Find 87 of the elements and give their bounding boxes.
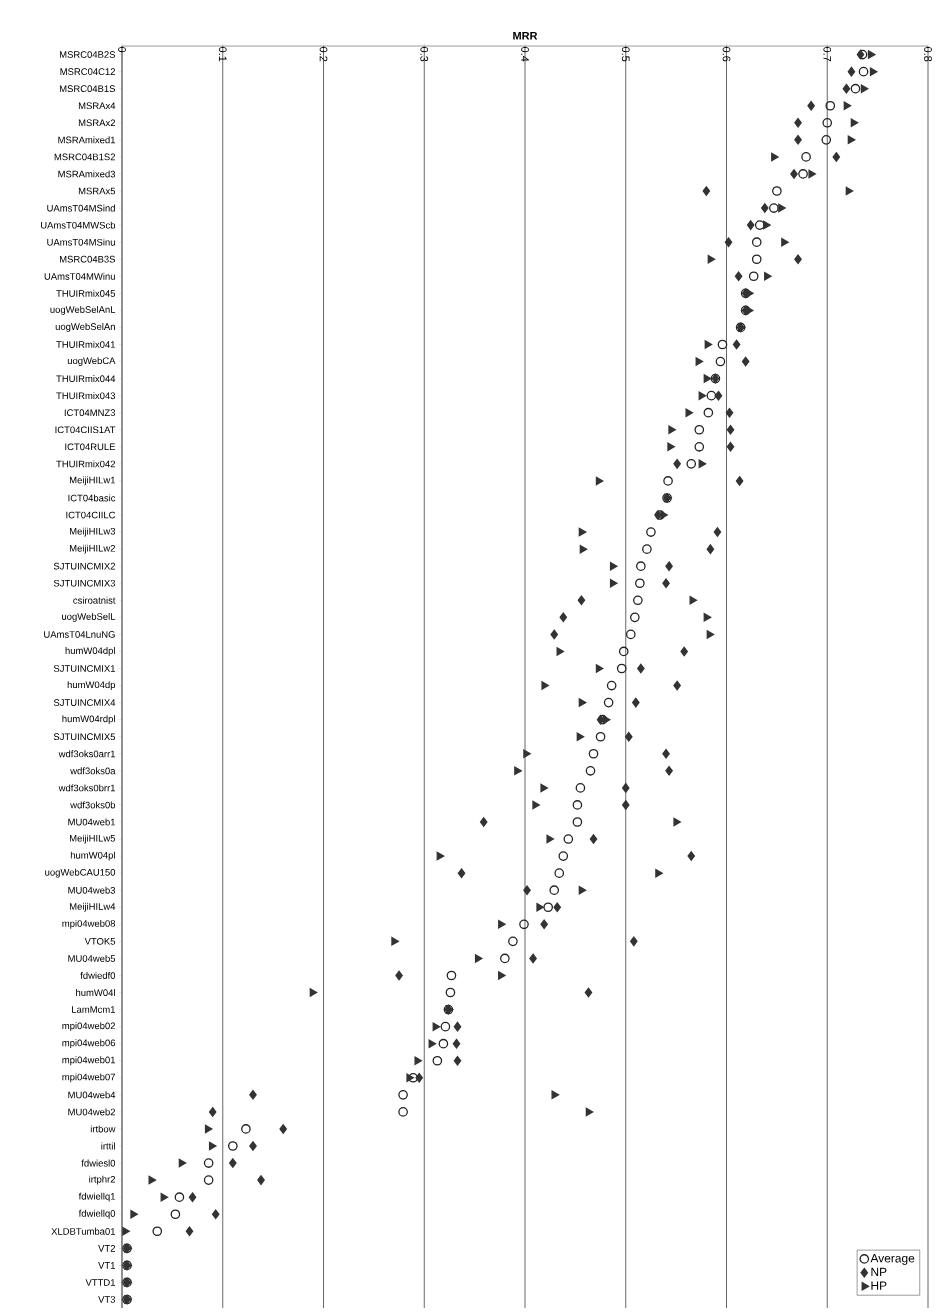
y-tick-label: MU04web2 [68,1108,115,1116]
y-tick-label: wdf3oks0a [70,767,116,775]
x-tick-label: 0.4 [521,46,529,62]
y-tick-label: MSRAx4 [78,102,116,110]
y-tick-label: ICT04CIILC [66,511,116,519]
y-tick-label: UAmsT04MSinu [47,238,115,246]
y-tick-label: MU04web3 [68,886,116,894]
x-tick-label: 0.8 [924,46,932,62]
y-tick-label: VTOK5 [84,938,116,945]
y-tick-label: MeijiHILw4 [69,902,116,912]
y-tick-label: fdwiesl0 [81,1159,116,1167]
y-tick-label: THUIRmix045 [56,289,116,297]
y-tick-label: mpi04web01 [62,1056,115,1066]
y-tick-label: MU04web4 [68,1091,116,1099]
y-tick-label: MSRC04B3S [59,255,116,263]
y-tick-label: fdwiellq1 [78,1192,115,1202]
x-axis-title: MRR [513,32,538,40]
y-tick-label: MeijiHILw2 [69,544,115,554]
x-tick-label: 0.5 [621,46,630,62]
y-tick-label: uogWebSelAnL [50,305,116,315]
y-tick-label: fdwiellq0 [78,1209,116,1219]
y-tick-label: SJTUINCMIX2 [53,562,116,570]
y-tick-label: VTTD1 [85,1279,116,1286]
x-tick-label: 0.1 [218,46,227,62]
legend-label: NP [871,1267,887,1277]
y-tick-label: csiroatnist [73,596,116,604]
y-tick-label: MeijiHILw3 [69,527,116,537]
y-tick-label: MU04web1 [68,818,115,826]
x-tick-label: 0.3 [420,46,429,62]
x-tick-label: 0.7 [823,46,832,62]
y-tick-label: SJTUINCMIX3 [53,579,116,587]
y-tick-label: VT3 [98,1296,116,1303]
y-tick-label: UAmsT04MSind [47,204,115,212]
y-tick-label: humW04dp [67,681,116,690]
x-tick-label: 0.6 [722,46,731,62]
legend-label: HP [871,1281,887,1290]
y-tick-label: MSRAmixed1 [58,136,115,144]
y-tick-label: mpi04web06 [62,1039,116,1049]
y-tick-label: humW04rdpl [62,715,115,725]
y-tick-label: humW04l [76,989,115,996]
y-tick-label: MSRAx2 [78,119,116,127]
y-tick-label: irttil [101,1142,115,1150]
y-tick-label: ICT04MNZ3 [64,409,116,417]
y-tick-label: MeijiHILw1 [69,476,115,486]
y-tick-label: VT1 [98,1262,116,1269]
y-tick-label: wdf3oks0b [70,801,116,809]
y-tick-label: THUIRmix041 [56,341,115,348]
legend-label: Average [870,1254,915,1265]
y-tick-label: wdf3oks0brr1 [58,784,115,792]
y-tick-label: MeijiHILw5 [69,834,116,844]
y-tick-label: MSRC04B1S [59,85,116,93]
y-tick-label: THUIRmix043 [56,392,116,400]
y-tick-label: UAmsT04MWinu [44,272,115,280]
x-tick-label: 0.2 [319,46,328,62]
y-tick-label: ICT04basic [68,494,116,502]
y-tick-label: THUIRmix042 [56,460,115,468]
y-tick-label: uogWebSelL [62,612,116,622]
y-tick-label: MSRC04C12 [60,68,115,75]
y-tick-label: THUIRmix044 [56,375,116,383]
y-tick-label: mpi04web07 [62,1073,115,1083]
y-tick-label: SJTUINCMIX5 [53,733,116,741]
y-tick-label: MSRC04B1S2 [54,153,115,161]
y-tick-label: ICT04CIIS1AT [55,426,116,434]
y-tick-label: XLDBTumba01 [51,1227,115,1235]
y-tick-label: VT2 [98,1245,116,1252]
x-tick-label: 0 [118,46,126,53]
y-tick-label: MU04web5 [68,954,116,962]
y-tick-label: MSRAmixed3 [58,170,116,178]
y-tick-label: LamMcm1 [72,1006,116,1013]
y-tick-label: irtphr2 [89,1175,116,1185]
y-tick-label: MSRAx5 [78,187,116,195]
y-tick-label: mpi04web02 [62,1022,115,1032]
y-tick-label: irtbow [90,1125,116,1133]
y-tick-label: ICT04RULE [65,443,116,451]
y-tick-label: mpi04web08 [62,919,116,929]
y-tick-label: humW04pl [70,851,115,861]
y-tick-label: SJTUINCMIX4 [53,699,116,706]
y-tick-label: uogWebCA [67,357,116,366]
y-tick-label: wdf3oks0arr1 [58,750,115,758]
y-tick-label: humW04dpl [65,647,115,656]
y-tick-label: uogWebSelAn [55,323,115,332]
y-tick-label: uogWebCAU150 [45,868,116,878]
y-tick-label: UAmsT04MWScb [41,221,116,229]
y-tick-label: MSRC04B2S [59,51,116,58]
y-tick-label: SJTUINCMIX1 [53,665,116,672]
y-tick-label: fdwiedf0 [80,972,116,979]
y-tick-label: UAmsT04LnuNG [44,631,115,638]
